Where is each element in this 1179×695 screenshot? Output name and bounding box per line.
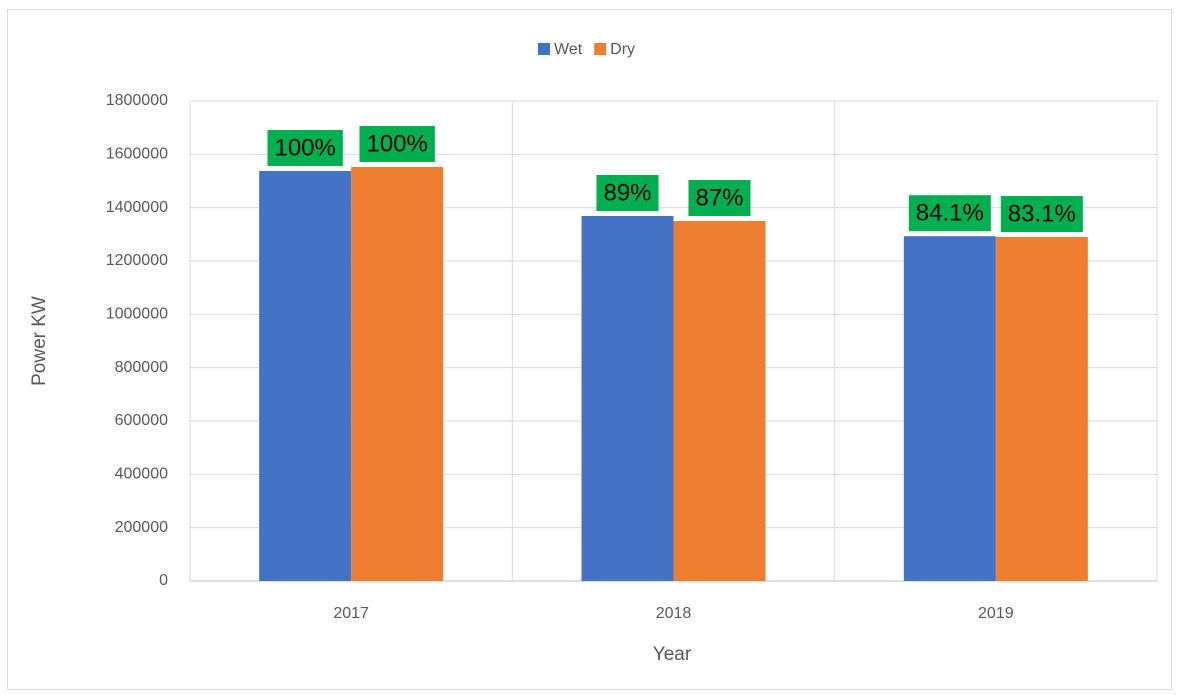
data-label: 87% — [695, 184, 743, 211]
data-label-box — [688, 180, 751, 216]
y-tick-label: 1600000 — [106, 146, 168, 163]
data-label: 100% — [274, 134, 335, 161]
legend-swatch — [594, 43, 607, 55]
legend-label: Wet — [554, 41, 583, 58]
bar — [903, 236, 996, 581]
x-axis-title: Year — [653, 644, 692, 665]
x-tick-label: 2019 — [978, 605, 1014, 622]
data-label: 89% — [603, 179, 651, 206]
x-tick-label: 2017 — [333, 605, 369, 622]
y-tick-label: 1000000 — [106, 306, 168, 323]
y-tick-label: 1800000 — [106, 92, 168, 109]
y-axis-title: Power KW — [29, 296, 50, 386]
y-tick-label: 400000 — [115, 466, 168, 483]
y-tick-label: 600000 — [115, 412, 168, 429]
x-tick-label: 2018 — [656, 605, 692, 622]
data-label: 83.1% — [1008, 200, 1076, 227]
data-label-box — [1000, 196, 1083, 232]
legend-label: Dry — [610, 41, 635, 58]
data-label-box — [359, 126, 435, 162]
y-tick-label: 1200000 — [106, 252, 168, 269]
bar — [351, 167, 444, 581]
data-label: 100% — [366, 130, 427, 157]
bar — [995, 237, 1088, 581]
bar — [259, 171, 352, 581]
y-tick-label: 200000 — [115, 519, 168, 536]
data-label-box — [267, 130, 343, 166]
y-tick-label: 800000 — [115, 359, 168, 376]
legend-swatch — [538, 43, 550, 55]
y-tick-label: 0 — [159, 572, 168, 589]
data-label-box — [908, 195, 991, 232]
data-label-box — [596, 175, 659, 211]
bar — [673, 221, 766, 581]
bar — [581, 216, 674, 581]
y-tick-label: 1400000 — [106, 199, 168, 216]
data-label: 84.1% — [916, 200, 984, 227]
